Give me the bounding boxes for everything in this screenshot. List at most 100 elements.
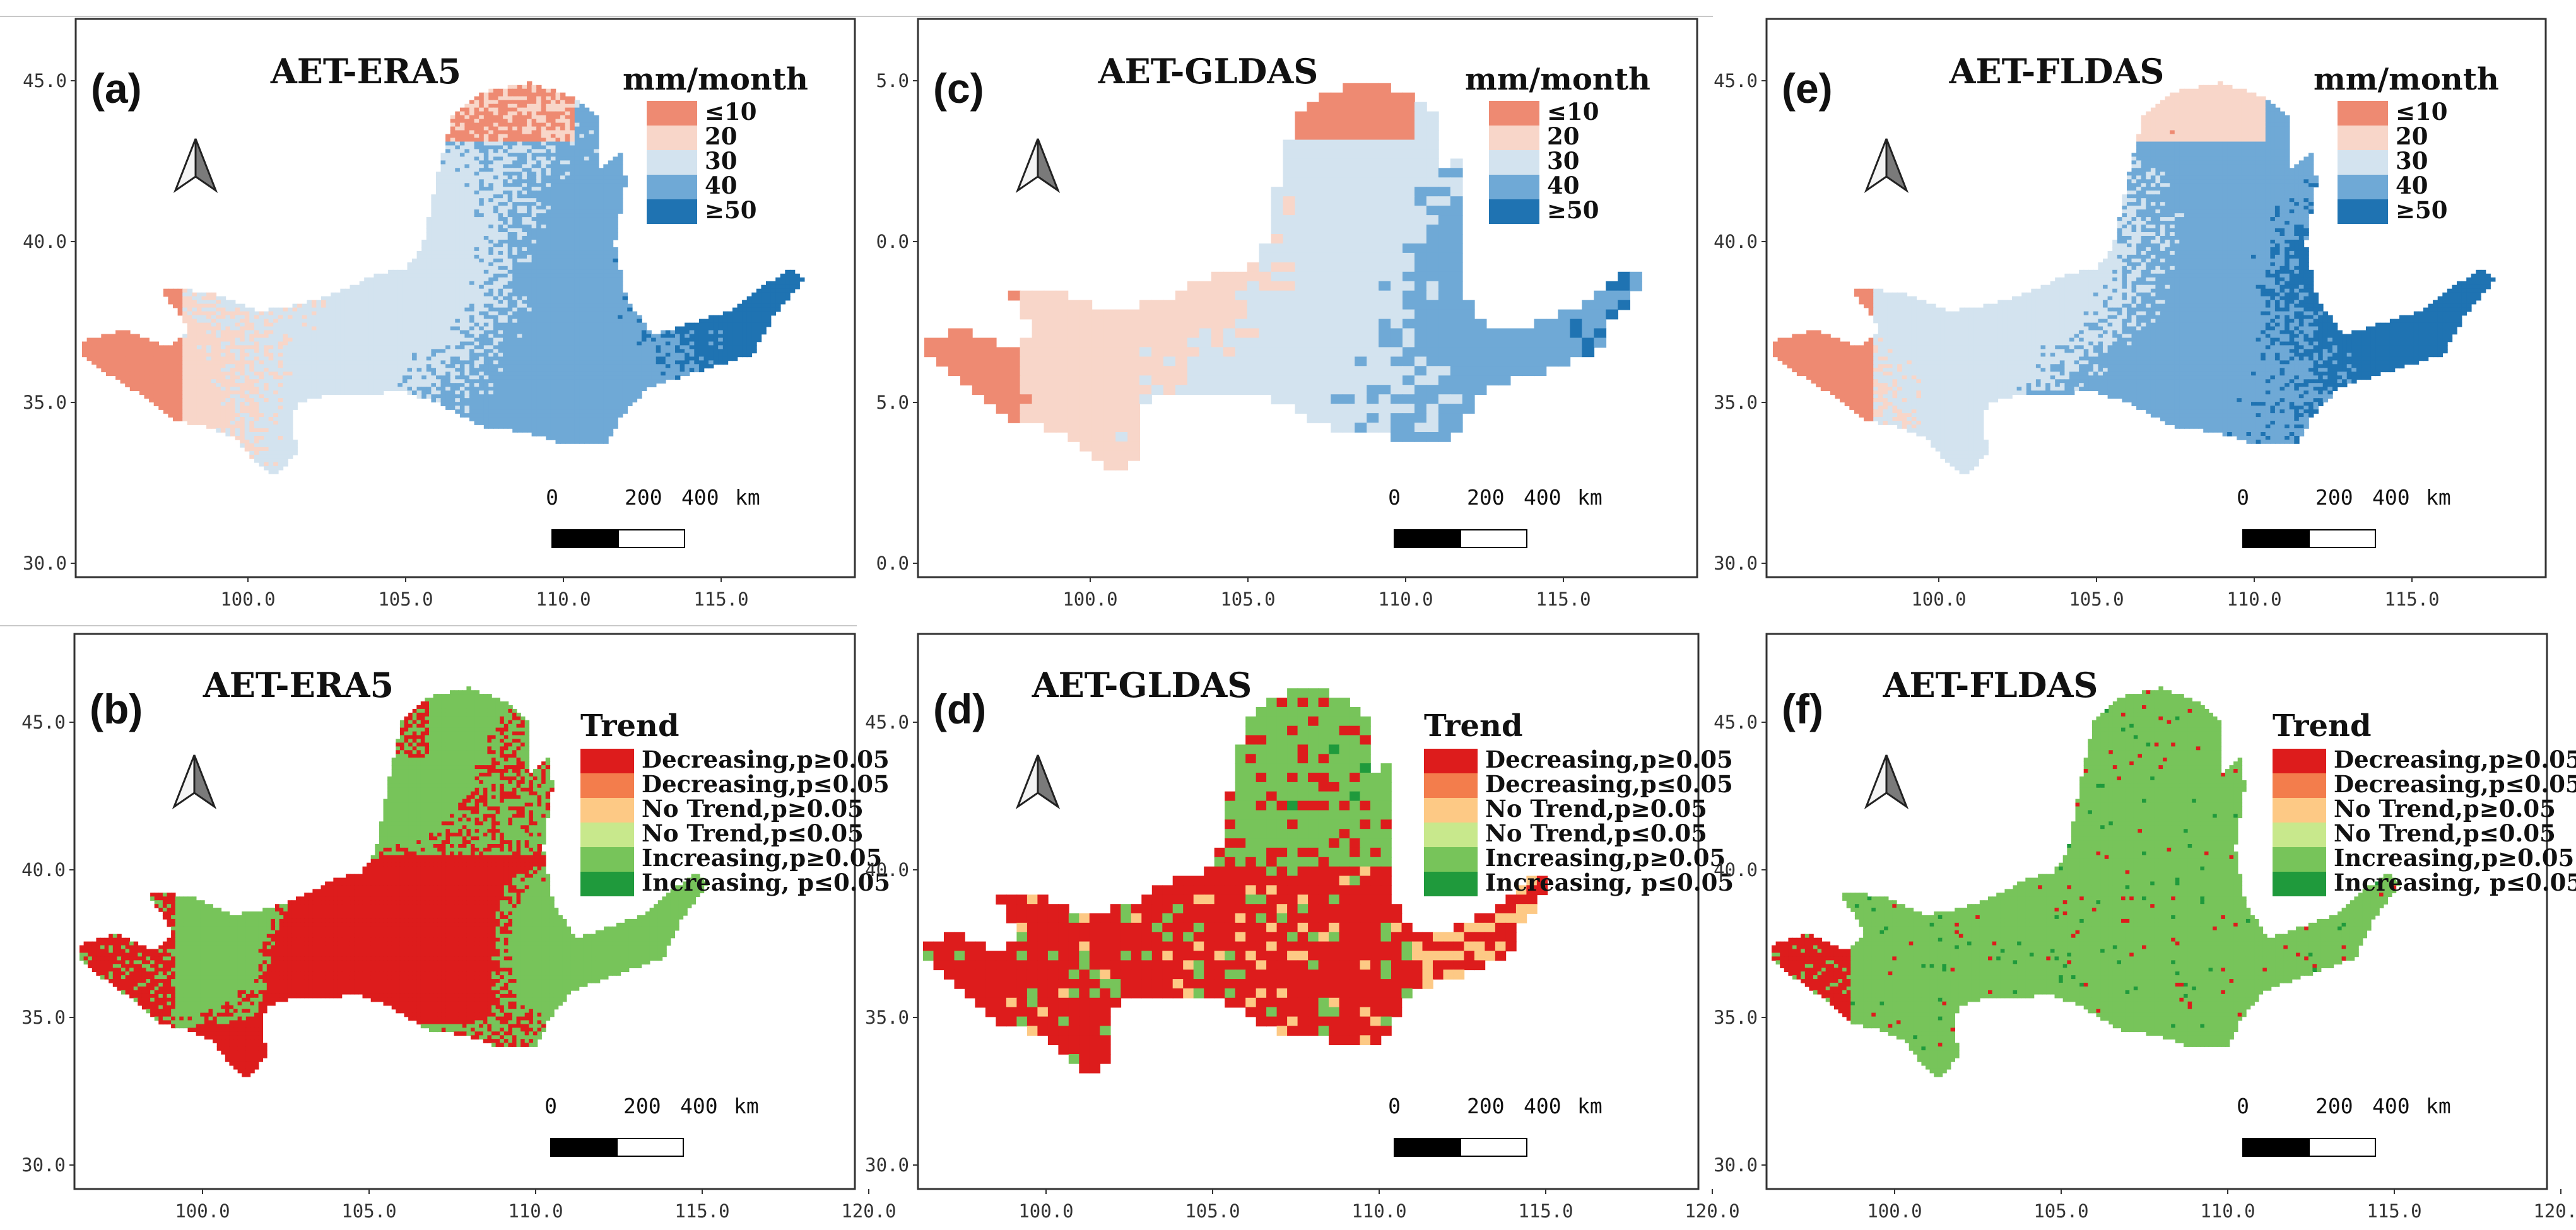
legend-swatch (1489, 175, 1539, 199)
scale-bar-label: 200 (2315, 1094, 2353, 1118)
legend-title: Trend (580, 708, 679, 744)
y-tick-label: 0.0 (876, 231, 909, 252)
y-tick-label: 45.0 (23, 70, 67, 91)
x-tick-label: 100.0 (1018, 1200, 1073, 1222)
scale-bar: 0 200 400 km (1388, 485, 1603, 548)
scale-bar-label: km (2426, 485, 2451, 510)
legend-swatch (2338, 175, 2388, 199)
x-tick-label: 105.0 (2033, 1200, 2088, 1222)
scale-bar-label: 200 (625, 485, 662, 510)
legend-swatch (580, 773, 634, 798)
x-tick-label: 105.0 (1185, 1200, 1240, 1222)
legend-title: Trend (1424, 708, 1523, 744)
x-tick-label: 100.0 (1867, 1200, 1922, 1222)
scale-bar-label: 0 (1388, 1094, 1401, 1118)
scale-bar-label: 400 (1524, 485, 1561, 510)
scale-bar-label: 200 (1467, 485, 1505, 510)
y-tick-label: 30.0 (1714, 1154, 1758, 1176)
legend-swatch (1424, 749, 1478, 773)
x-tick-label: 120.0 (2533, 1200, 2576, 1222)
legend-item-label: Decreasing,p≥0.05 (642, 746, 890, 773)
x-tick-label: 115.0 (2384, 589, 2439, 610)
legend-item-label: No Trend,p≥0.05 (642, 795, 864, 823)
panel-title: AET-FLDAS (1883, 665, 2098, 705)
y-tick-label: 35.0 (1714, 392, 1758, 413)
basin-map-raster (82, 81, 805, 474)
y-tick-label: 40.0 (21, 859, 66, 881)
scale-bar: 0 200 400 km (1388, 1094, 1603, 1157)
x-tick-label: 110.0 (2226, 589, 2281, 610)
panel-title: AET-GLDAS (1032, 665, 1252, 705)
panel-title: AET-ERA5 (203, 665, 394, 705)
y-tick-label: 30.0 (23, 553, 67, 574)
legend-item-label: Increasing,p≥0.05 (1485, 844, 1726, 872)
x-tick-label: 115.0 (2367, 1200, 2421, 1222)
y-tick-label: 45.0 (1714, 70, 1758, 91)
x-tick-label: 100.0 (175, 1200, 230, 1222)
legend-item-label: 30 (1547, 147, 1580, 175)
legend-trend: TrendDecreasing,p≥0.05Decreasing,p≤0.05N… (2273, 708, 2576, 896)
legend-title: mm/month (623, 62, 808, 97)
scale-bar-label: 400 (2372, 1094, 2410, 1118)
legend-swatch (1489, 150, 1539, 175)
legend-swatch (1489, 126, 1539, 150)
basin-map-raster (1773, 81, 2496, 474)
y-tick-label: 30.0 (21, 1154, 66, 1176)
legend-item-label: Increasing, p≤0.05 (2334, 869, 2576, 896)
legend-swatch (580, 847, 634, 872)
scale-bar: 0 200 400 km (2237, 1094, 2451, 1157)
scale-bar-label: km (2426, 1094, 2451, 1118)
legend-swatch (647, 150, 697, 175)
panel-f: (f) AET-FLDAS TrendDecreasing,p≥0.05Decrea… (1714, 633, 2576, 1222)
scale-bar-label: 400 (680, 1094, 718, 1118)
x-tick-label: 120.0 (1685, 1200, 1739, 1222)
y-tick-label: 30.0 (865, 1154, 909, 1176)
legend-swatch (1489, 199, 1539, 224)
legend-item-label: Increasing,p≥0.05 (642, 844, 882, 872)
panel-label: (b) (90, 686, 143, 732)
legend-swatch (1424, 823, 1478, 847)
legend-swatch (2338, 150, 2388, 175)
legend-swatch (2338, 126, 2388, 150)
scale-bar-label: 400 (1524, 1094, 1561, 1118)
panel-label: (e) (1782, 65, 1833, 112)
legend-swatch (2273, 847, 2326, 872)
scale-bar: 0 200 400 km (546, 485, 760, 548)
legend-swatch (580, 823, 634, 847)
scale-bar-label: 200 (623, 1094, 661, 1118)
legend-swatch (2338, 101, 2388, 126)
legend-swatch (2273, 749, 2326, 773)
legend-item-label: 20 (705, 122, 738, 150)
y-tick-label: 40.0 (1714, 859, 1758, 881)
legend-item-label: Decreasing,p≤0.05 (1485, 770, 1733, 798)
legend-item-label: Decreasing,p≤0.05 (642, 770, 890, 798)
legend-item-label: Increasing, p≤0.05 (1485, 869, 1734, 896)
y-tick-label: 35.0 (21, 1007, 66, 1028)
north-arrow-icon (1864, 138, 1909, 194)
scale-bar-label: 200 (2315, 485, 2353, 510)
scale-bar-label: 0 (1388, 485, 1401, 510)
y-tick-label: 45.0 (865, 712, 909, 733)
panel-label: (a) (91, 65, 142, 112)
y-tick-label: 35.0 (865, 1007, 909, 1028)
x-tick-label: 105.0 (2069, 589, 2124, 610)
north-arrow-icon (173, 138, 218, 194)
legend-swatch (580, 749, 634, 773)
y-tick-label: 45.0 (1714, 712, 1758, 733)
x-tick-label: 100.0 (1911, 589, 1966, 610)
legend-item-label: 30 (2396, 147, 2428, 175)
legend-swatch (647, 101, 697, 126)
panel-title: AET-ERA5 (270, 51, 461, 91)
panel-d: (d) AET-GLDAS TrendDecreasing,p≥0.05Decrea… (865, 633, 1740, 1222)
x-tick-label: 100.0 (220, 589, 275, 610)
basin-map-raster (79, 686, 709, 1077)
north-arrow-icon (1015, 754, 1061, 810)
x-tick-label: 105.0 (341, 1200, 396, 1222)
scale-bar: 0 200 400 km (2237, 485, 2451, 548)
panel-label: (f) (1782, 686, 1823, 732)
legend-item-label: ≥50 (2396, 196, 2448, 224)
legend-swatch (647, 175, 697, 199)
